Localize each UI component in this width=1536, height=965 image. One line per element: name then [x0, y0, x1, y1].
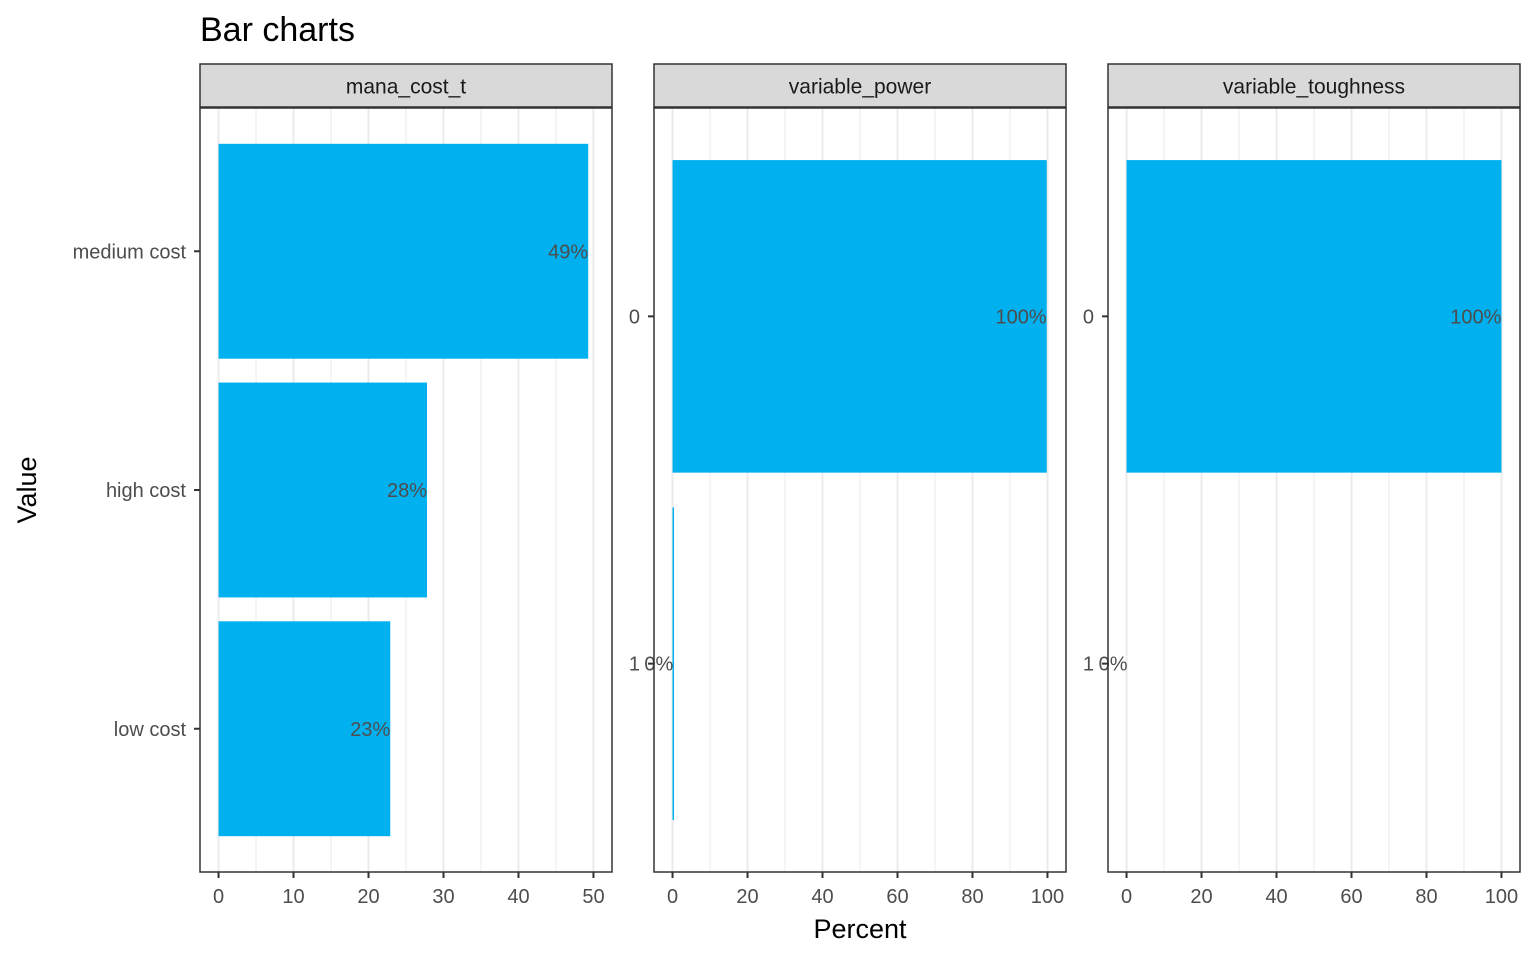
x-tick-label: 40	[1265, 886, 1287, 908]
x-tick-label: 80	[1415, 886, 1437, 908]
panel-border	[653, 107, 1067, 873]
x-tick-label: 20	[357, 886, 379, 908]
bar-high-cost	[218, 382, 427, 598]
x-tick-label: 40	[811, 886, 833, 908]
x-tick-label: 60	[886, 886, 908, 908]
y-tick-label: 0	[629, 306, 640, 328]
y-axis-title: Value	[12, 456, 42, 523]
data-label: 100%	[996, 306, 1047, 328]
x-tick-label: 100	[1485, 886, 1518, 908]
x-tick-label: 60	[1340, 886, 1362, 908]
facet-strip	[1107, 63, 1521, 108]
bar-1	[672, 507, 675, 820]
x-tick-label: 0	[1121, 886, 1132, 908]
panel-border	[199, 107, 613, 873]
facet-strip-label: variable_toughness	[1223, 76, 1405, 99]
x-tick-label: 10	[282, 886, 304, 908]
facet-strip	[199, 63, 613, 108]
facet-strip-label: variable_power	[789, 76, 931, 99]
data-label: 23%	[350, 719, 390, 741]
y-tick-label: low cost	[114, 719, 187, 741]
y-tick-label: 1	[1083, 654, 1094, 676]
data-label: 0%	[644, 654, 673, 676]
x-tick-label: 50	[582, 886, 604, 908]
x-tick-label: 0	[667, 886, 678, 908]
facet-panel-mana-cost-t: 49% medium cost 28% high cost 23% low cost 0 10…	[73, 63, 613, 908]
x-tick-label: 20	[736, 886, 758, 908]
facet-panel-variable-power: 100% 0 0%1 0 20 40 60 80 100 variable_power	[629, 63, 1067, 908]
data-label: 100%	[1450, 306, 1501, 328]
x-tick-label: 100	[1031, 886, 1064, 908]
x-tick-label: 80	[961, 886, 983, 908]
bar-medium-cost	[218, 143, 589, 359]
data-label: 28%	[387, 480, 427, 502]
x-tick-label: 0	[213, 886, 224, 908]
y-tick-label: 1	[629, 654, 640, 676]
chart-title: Bar charts	[200, 11, 355, 49]
x-tick-label: 30	[432, 886, 454, 908]
x-tick-label: 20	[1190, 886, 1212, 908]
facet-strip-label: mana_cost_t	[346, 76, 466, 99]
x-axis-title: Percent	[813, 914, 907, 944]
y-tick-label: 0	[1083, 306, 1094, 328]
data-label: 0%	[1099, 654, 1128, 676]
y-tick-label: medium cost	[73, 241, 187, 263]
bar-0	[672, 160, 1047, 473]
x-tick-label: 40	[507, 886, 529, 908]
bar-low-cost	[218, 621, 391, 837]
facet-strip	[653, 63, 1067, 108]
y-tick-label: high cost	[106, 480, 186, 502]
bar-0	[1126, 160, 1502, 473]
panel-border	[1107, 107, 1521, 873]
facet-panel-variable-toughness: 100% 0 0%1 0 20 40 60 80 100 variable_toughness	[1083, 63, 1521, 908]
data-label: 49%	[548, 241, 588, 263]
